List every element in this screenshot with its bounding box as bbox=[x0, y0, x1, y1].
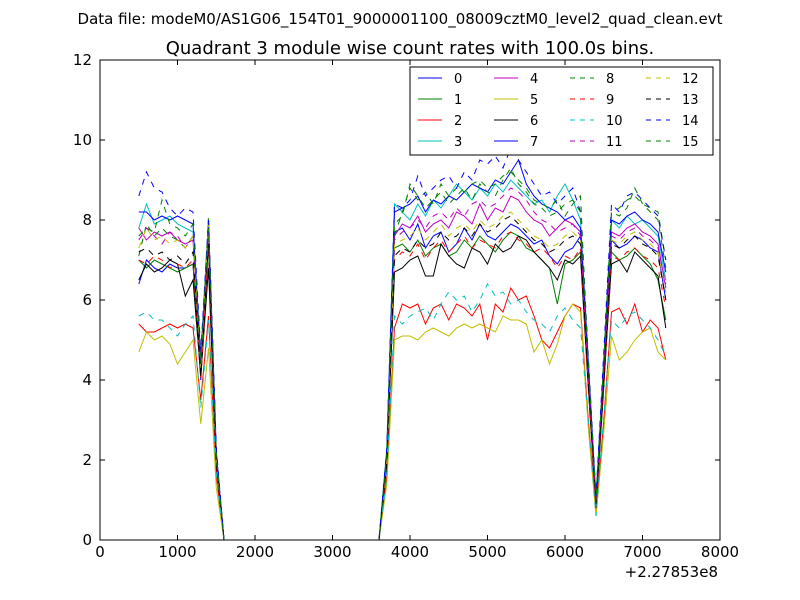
series-line-11 bbox=[138, 187, 667, 541]
x-tick-label: 6000 bbox=[546, 543, 584, 561]
series-line-6 bbox=[138, 235, 667, 541]
plot-lines bbox=[138, 146, 667, 541]
legend-label-8: 8 bbox=[606, 72, 614, 87]
legend-label-7: 7 bbox=[530, 135, 538, 150]
legend-label-13: 13 bbox=[682, 93, 699, 108]
x-offset-label: +2.27853e8 bbox=[625, 563, 718, 581]
y-tick-label: 4 bbox=[82, 371, 92, 389]
legend-label-11: 11 bbox=[606, 135, 623, 150]
x-tick-label: 3000 bbox=[313, 543, 351, 561]
figure-suptitle: Data file: modeM0/AS1G06_154T01_90000011… bbox=[78, 10, 723, 29]
legend-label-6: 6 bbox=[530, 114, 538, 129]
y-tick-label: 12 bbox=[73, 51, 92, 69]
series-line-14 bbox=[138, 146, 667, 541]
y-tick-label: 10 bbox=[73, 131, 92, 149]
series-line-9 bbox=[138, 231, 667, 541]
x-tick-label: 1000 bbox=[158, 543, 196, 561]
legend-label-2: 2 bbox=[454, 114, 462, 129]
legend-label-12: 12 bbox=[682, 72, 699, 87]
x-axis: 0 1000 2000 3000 4000 5000 6000 7000 8000 bbox=[95, 60, 739, 561]
x-tick-label: 4000 bbox=[391, 543, 429, 561]
legend-frame bbox=[409, 66, 714, 156]
series-line-15 bbox=[138, 166, 667, 541]
legend-label-3: 3 bbox=[454, 135, 462, 150]
x-tick-label: 8000 bbox=[701, 543, 739, 561]
y-tick-label: 6 bbox=[82, 291, 92, 309]
legend-label-1: 1 bbox=[454, 93, 462, 108]
x-tick-label: 2000 bbox=[236, 543, 274, 561]
series-line-8 bbox=[138, 171, 667, 541]
y-tick-label: 8 bbox=[82, 211, 92, 229]
chart-title: Quadrant 3 module wise count rates with … bbox=[166, 38, 655, 59]
legend-label-14: 14 bbox=[682, 114, 699, 129]
series-line-1 bbox=[138, 231, 667, 541]
legend-label-15: 15 bbox=[682, 135, 699, 150]
series-line-10 bbox=[138, 282, 667, 541]
legend-label-5: 5 bbox=[530, 93, 538, 108]
legend-label-10: 10 bbox=[606, 114, 623, 129]
legend-label-0: 0 bbox=[454, 72, 462, 87]
x-tick-label: 7000 bbox=[623, 543, 661, 561]
legend-label-9: 9 bbox=[606, 93, 614, 108]
y-tick-label: 2 bbox=[82, 451, 92, 469]
legend-label-4: 4 bbox=[530, 72, 538, 87]
x-tick-label: 5000 bbox=[468, 543, 506, 561]
x-tick-label: 0 bbox=[95, 543, 105, 561]
y-tick-label: 0 bbox=[82, 531, 92, 549]
